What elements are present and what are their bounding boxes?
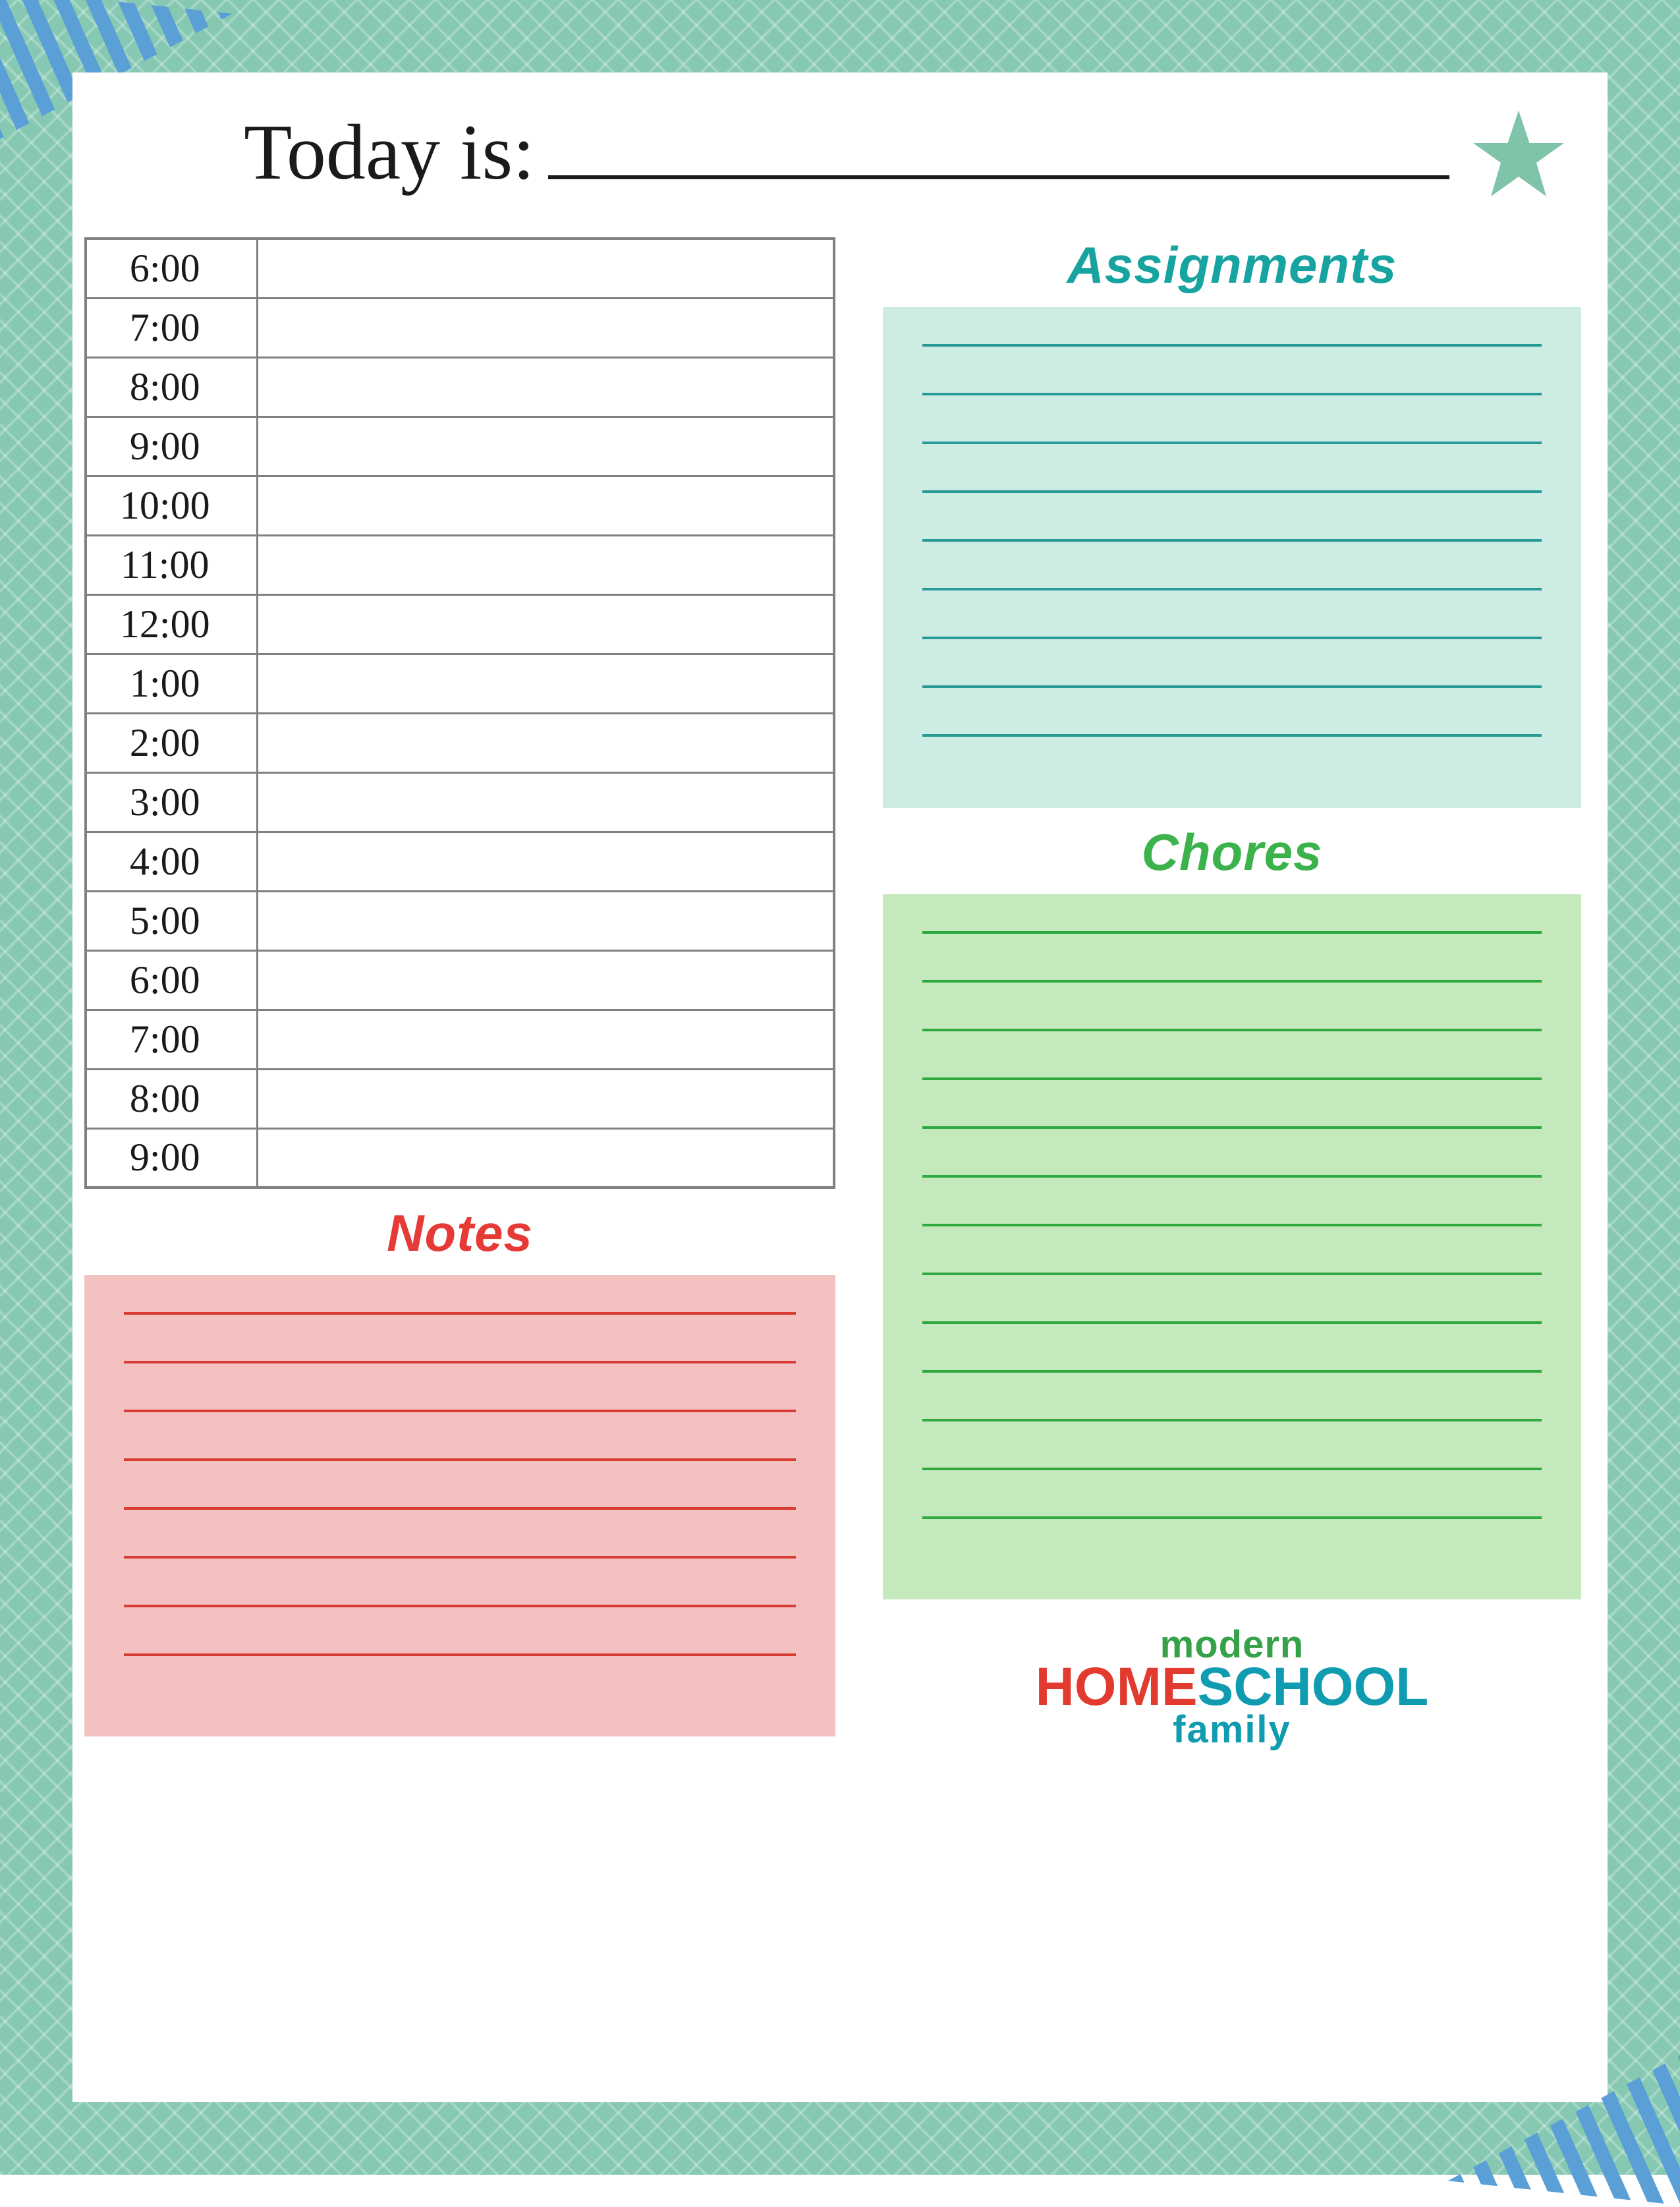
schedule-time: 9:00 — [86, 416, 257, 476]
schedule-row: 8:00 — [86, 1069, 834, 1128]
writing-line[interactable] — [922, 1175, 1542, 1178]
schedule-slot[interactable] — [257, 239, 834, 298]
writing-line[interactable] — [922, 1321, 1542, 1324]
writing-line[interactable] — [922, 980, 1542, 983]
schedule-slot[interactable] — [257, 535, 834, 594]
schedule-slot[interactable] — [257, 416, 834, 476]
schedule-row: 6:00 — [86, 239, 834, 298]
header: Today is: — [72, 105, 1608, 198]
schedule-time: 11:00 — [86, 535, 257, 594]
writing-line[interactable] — [922, 1077, 1542, 1080]
notes-card[interactable] — [84, 1275, 835, 1736]
writing-line[interactable] — [922, 931, 1542, 934]
writing-line[interactable] — [922, 1126, 1542, 1129]
writing-line[interactable] — [124, 1653, 796, 1656]
schedule-time: 7:00 — [86, 1010, 257, 1069]
schedule-time: 5:00 — [86, 891, 257, 950]
assignments-card[interactable] — [883, 307, 1581, 808]
schedule-time: 10:00 — [86, 476, 257, 535]
schedule-time: 6:00 — [86, 239, 257, 298]
brand-logo: modern HOMESCHOOL family — [883, 1627, 1581, 1747]
logo-line3: family — [883, 1712, 1581, 1747]
schedule-slot[interactable] — [257, 891, 834, 950]
chores-heading: Chores — [883, 822, 1581, 882]
schedule-time: 7:00 — [86, 298, 257, 357]
today-date-line[interactable] — [548, 175, 1449, 179]
schedule-row: 10:00 — [86, 476, 834, 535]
notes-heading: Notes — [84, 1203, 835, 1263]
schedule-time: 3:00 — [86, 772, 257, 832]
schedule-row: 11:00 — [86, 535, 834, 594]
writing-line[interactable] — [124, 1410, 796, 1412]
writing-line[interactable] — [124, 1605, 796, 1607]
writing-line[interactable] — [922, 1224, 1542, 1226]
schedule-time: 8:00 — [86, 1069, 257, 1128]
writing-line[interactable] — [124, 1361, 796, 1363]
writing-line[interactable] — [922, 1419, 1542, 1421]
schedule-row: 8:00 — [86, 357, 834, 416]
writing-line[interactable] — [922, 588, 1542, 590]
writing-line[interactable] — [124, 1312, 796, 1315]
today-is-label: Today is: — [244, 107, 535, 198]
schedule-slot[interactable] — [257, 357, 834, 416]
writing-line[interactable] — [922, 1273, 1542, 1275]
writing-line[interactable] — [922, 637, 1542, 639]
star-icon — [1469, 105, 1568, 204]
writing-line[interactable] — [124, 1507, 796, 1510]
schedule-slot[interactable] — [257, 594, 834, 654]
page: Today is: 6:007:008:009:0010:0011:0012:0… — [72, 72, 1608, 2102]
writing-line[interactable] — [922, 1516, 1542, 1519]
assignments-heading: Assignments — [883, 235, 1581, 295]
schedule-time: 1:00 — [86, 654, 257, 713]
schedule-row: 7:00 — [86, 1010, 834, 1069]
schedule-time: 4:00 — [86, 832, 257, 891]
schedule-time: 6:00 — [86, 950, 257, 1010]
schedule-time: 8:00 — [86, 357, 257, 416]
schedule-row: 9:00 — [86, 416, 834, 476]
chores-card[interactable] — [883, 894, 1581, 1599]
writing-line[interactable] — [922, 393, 1542, 395]
writing-line[interactable] — [124, 1458, 796, 1461]
schedule-row: 2:00 — [86, 713, 834, 772]
schedule-table: 6:007:008:009:0010:0011:0012:001:002:003… — [84, 237, 835, 1189]
schedule-time: 12:00 — [86, 594, 257, 654]
schedule-slot[interactable] — [257, 298, 834, 357]
writing-line[interactable] — [922, 685, 1542, 688]
writing-line[interactable] — [922, 442, 1542, 444]
schedule-row: 12:00 — [86, 594, 834, 654]
schedule-row: 5:00 — [86, 891, 834, 950]
writing-line[interactable] — [922, 1468, 1542, 1470]
schedule-row: 4:00 — [86, 832, 834, 891]
schedule-slot[interactable] — [257, 476, 834, 535]
schedule-row: 7:00 — [86, 298, 834, 357]
schedule-slot[interactable] — [257, 950, 834, 1010]
schedule-row: 9:00 — [86, 1128, 834, 1188]
schedule-slot[interactable] — [257, 832, 834, 891]
writing-line[interactable] — [922, 490, 1542, 493]
schedule-slot[interactable] — [257, 654, 834, 713]
writing-line[interactable] — [922, 1029, 1542, 1031]
writing-line[interactable] — [922, 734, 1542, 737]
schedule-slot[interactable] — [257, 713, 834, 772]
schedule-time: 2:00 — [86, 713, 257, 772]
schedule-slot[interactable] — [257, 1010, 834, 1069]
left-column: 6:007:008:009:0010:0011:0012:001:002:003… — [84, 237, 835, 1736]
schedule-time: 9:00 — [86, 1128, 257, 1188]
right-column: Assignments Chores modern HOMESCHOOL fam… — [883, 221, 1581, 1747]
schedule-slot[interactable] — [257, 772, 834, 832]
schedule-slot[interactable] — [257, 1128, 834, 1188]
logo-line2: HOMESCHOOL — [883, 1662, 1581, 1711]
schedule-row: 1:00 — [86, 654, 834, 713]
writing-line[interactable] — [922, 1370, 1542, 1373]
writing-line[interactable] — [922, 344, 1542, 347]
schedule-row: 3:00 — [86, 772, 834, 832]
schedule-row: 6:00 — [86, 950, 834, 1010]
writing-line[interactable] — [922, 539, 1542, 542]
writing-line[interactable] — [124, 1556, 796, 1559]
schedule-slot[interactable] — [257, 1069, 834, 1128]
